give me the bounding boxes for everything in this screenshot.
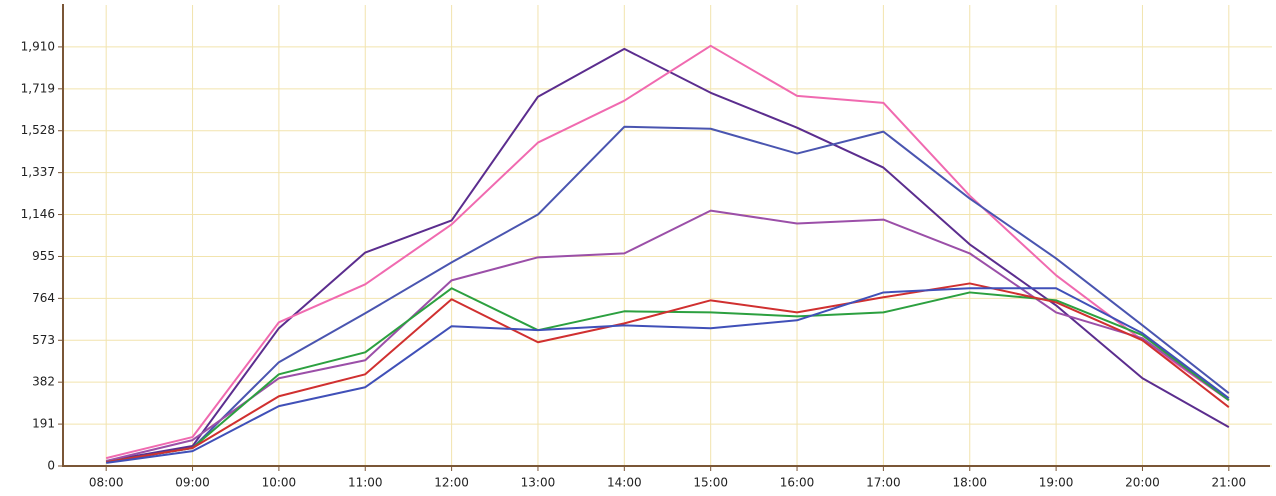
y-tick-label: 1,528: [21, 123, 55, 137]
y-tick-label: 382: [32, 375, 55, 389]
lines: [105, 44, 1230, 464]
y-tick-label: 1,719: [21, 81, 55, 95]
x-tick-label: 16:00: [780, 476, 815, 490]
y-tick-label: 1,146: [21, 207, 55, 221]
x-tick-label: 18:00: [952, 476, 987, 490]
series-line: [105, 209, 1230, 462]
x-tick-label: 13:00: [521, 476, 556, 490]
x-tick-label: 08:00: [89, 476, 124, 490]
x-tick-label: 09:00: [175, 476, 210, 490]
series-line: [106, 282, 1230, 464]
x-tick-label: 17:00: [866, 476, 901, 490]
y-tick-label: 191: [32, 417, 55, 431]
y-tick-label: 764: [32, 291, 55, 305]
x-tick-label: 12:00: [434, 476, 469, 490]
y-tick-label: 1,910: [21, 39, 55, 53]
series-line: [106, 125, 1230, 464]
x-tick-label: 19:00: [1039, 476, 1074, 490]
x-tick-label: 14:00: [607, 476, 642, 490]
y-tick-label: 0: [47, 459, 55, 473]
grid: [63, 5, 1272, 467]
x-tick-label: 10:00: [262, 476, 297, 490]
x-tick-label: 20:00: [1125, 476, 1160, 490]
series-line: [105, 44, 1230, 460]
y-tick-label: 573: [32, 333, 55, 347]
series-line: [106, 287, 1230, 464]
x-tick-label: 15:00: [693, 476, 728, 490]
x-tick-label: 21:00: [1212, 476, 1247, 490]
y-tick-label: 1,337: [21, 165, 55, 179]
y-tick-label: 955: [32, 249, 55, 263]
x-tick-label: 11:00: [348, 476, 383, 490]
